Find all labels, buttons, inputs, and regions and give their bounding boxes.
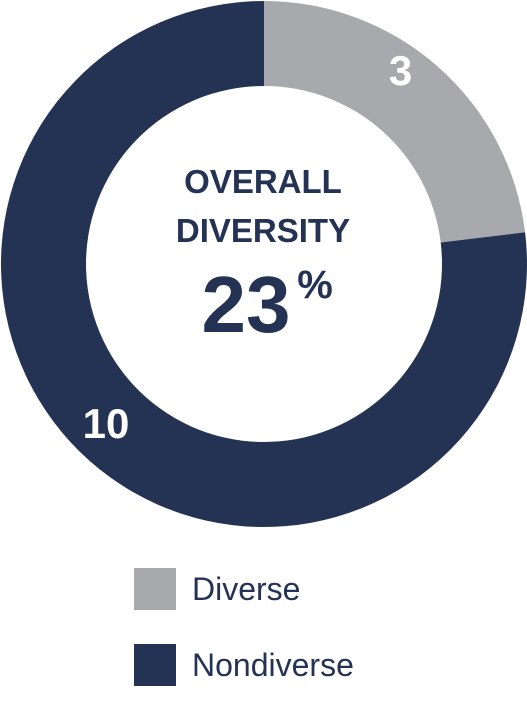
- donut-slice-nondiverse: [0, 1, 527, 527]
- donut-slices: [0, 1, 527, 527]
- legend-item-diverse: Diverse: [134, 568, 354, 610]
- center-title-line-2: DIVERSITY: [176, 212, 350, 249]
- legend-label-nondiverse: Nondiverse: [192, 646, 354, 683]
- legend-swatch-nondiverse: [134, 644, 176, 686]
- slice-value-nondiverse: 10: [83, 400, 130, 447]
- center-title-line-1: OVERALL: [184, 163, 342, 200]
- slice-value-diverse: 3: [389, 47, 412, 94]
- legend-label-diverse: Diverse: [192, 570, 301, 607]
- legend-item-nondiverse: Nondiverse: [134, 644, 354, 686]
- donut-chart: 3 10 OVERALL DIVERSITY 23 %: [0, 1, 527, 527]
- donut-slice-diverse: [264, 1, 526, 243]
- center-unit: %: [297, 263, 333, 307]
- center-value: 23: [202, 260, 291, 349]
- slice-labels: 3 10: [83, 47, 413, 447]
- legend: Diverse Nondiverse: [134, 568, 354, 720]
- legend-swatch-diverse: [134, 568, 176, 610]
